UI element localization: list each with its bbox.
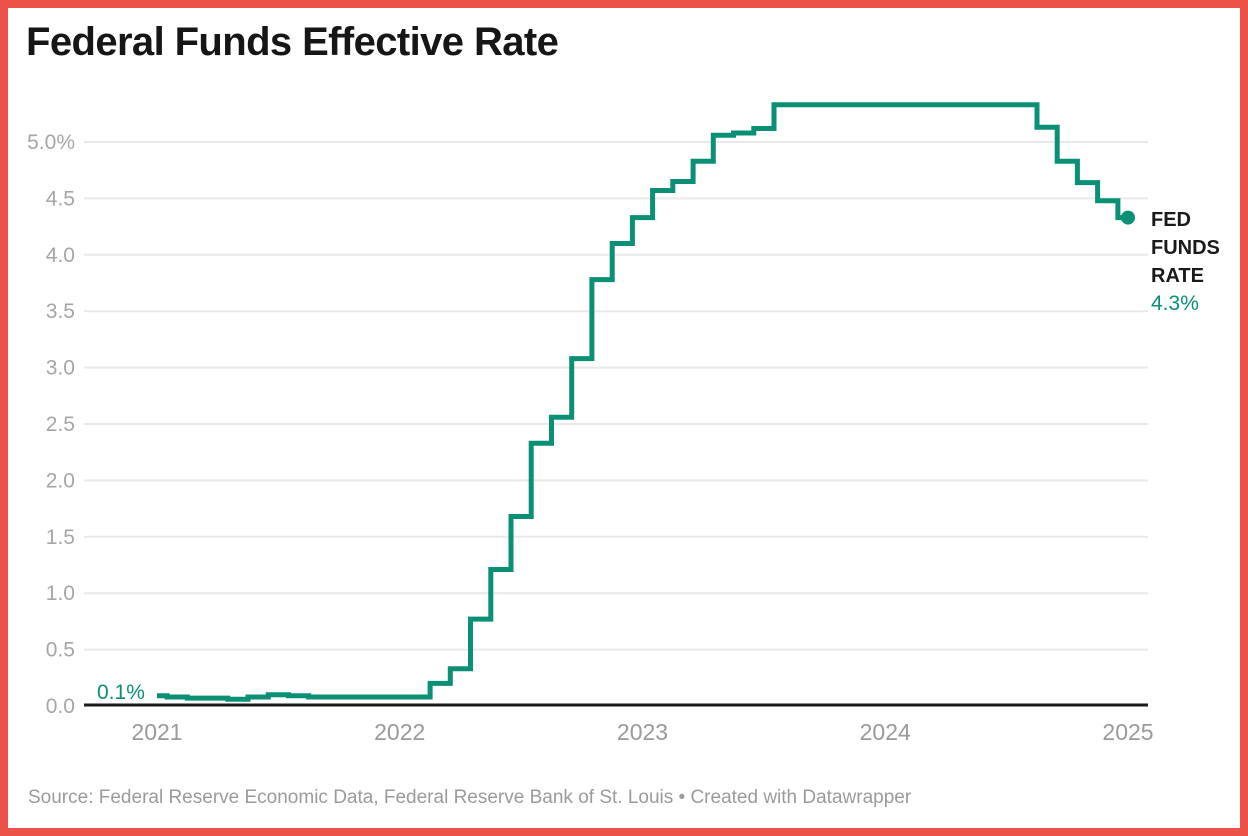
y-tick-label: 4.0 xyxy=(46,244,75,267)
x-tick-label: 2025 xyxy=(1102,719,1153,745)
start-value-label: 0.1% xyxy=(97,681,145,704)
y-tick-label: 0.5 xyxy=(46,639,75,662)
y-tick-label: 2.0 xyxy=(46,469,75,492)
end-value-label: 4.3% xyxy=(1151,292,1199,315)
y-tick-label: 1.0 xyxy=(46,582,75,605)
x-tick-label: 2022 xyxy=(374,719,425,745)
series-end-label: FED FUNDS RATE 4.3% xyxy=(1151,206,1220,318)
y-tick-label: 5.0% xyxy=(27,131,75,154)
y-tick-label: 3.0 xyxy=(46,357,75,380)
series-label-line-2: FUNDS xyxy=(1151,237,1220,259)
source-attribution: Source: Federal Reserve Economic Data, F… xyxy=(28,787,912,808)
x-tick-label: 2023 xyxy=(617,719,668,745)
y-tick-label: 2.5 xyxy=(46,413,75,436)
y-tick-label: 1.5 xyxy=(46,526,75,549)
chart-title: Federal Funds Effective Rate xyxy=(26,20,559,64)
series-end-dot xyxy=(1121,210,1135,225)
series-label-line-3: RATE xyxy=(1151,265,1204,287)
x-tick-label: 2024 xyxy=(860,719,911,745)
series-label-line-1: FED xyxy=(1151,209,1191,231)
y-tick-label: 3.5 xyxy=(46,300,75,323)
y-tick-label: 4.5 xyxy=(46,187,75,210)
fed-funds-rate-line xyxy=(157,102,1128,702)
x-tick-label: 2021 xyxy=(131,719,182,745)
step-line-chart: 0.0 0.5 1.0 1.5 2.0 2.5 3.0 3.5 4.0 4.5 5.0% 2021 20… xyxy=(27,102,1154,745)
y-tick-label: 0.0 xyxy=(46,695,75,718)
